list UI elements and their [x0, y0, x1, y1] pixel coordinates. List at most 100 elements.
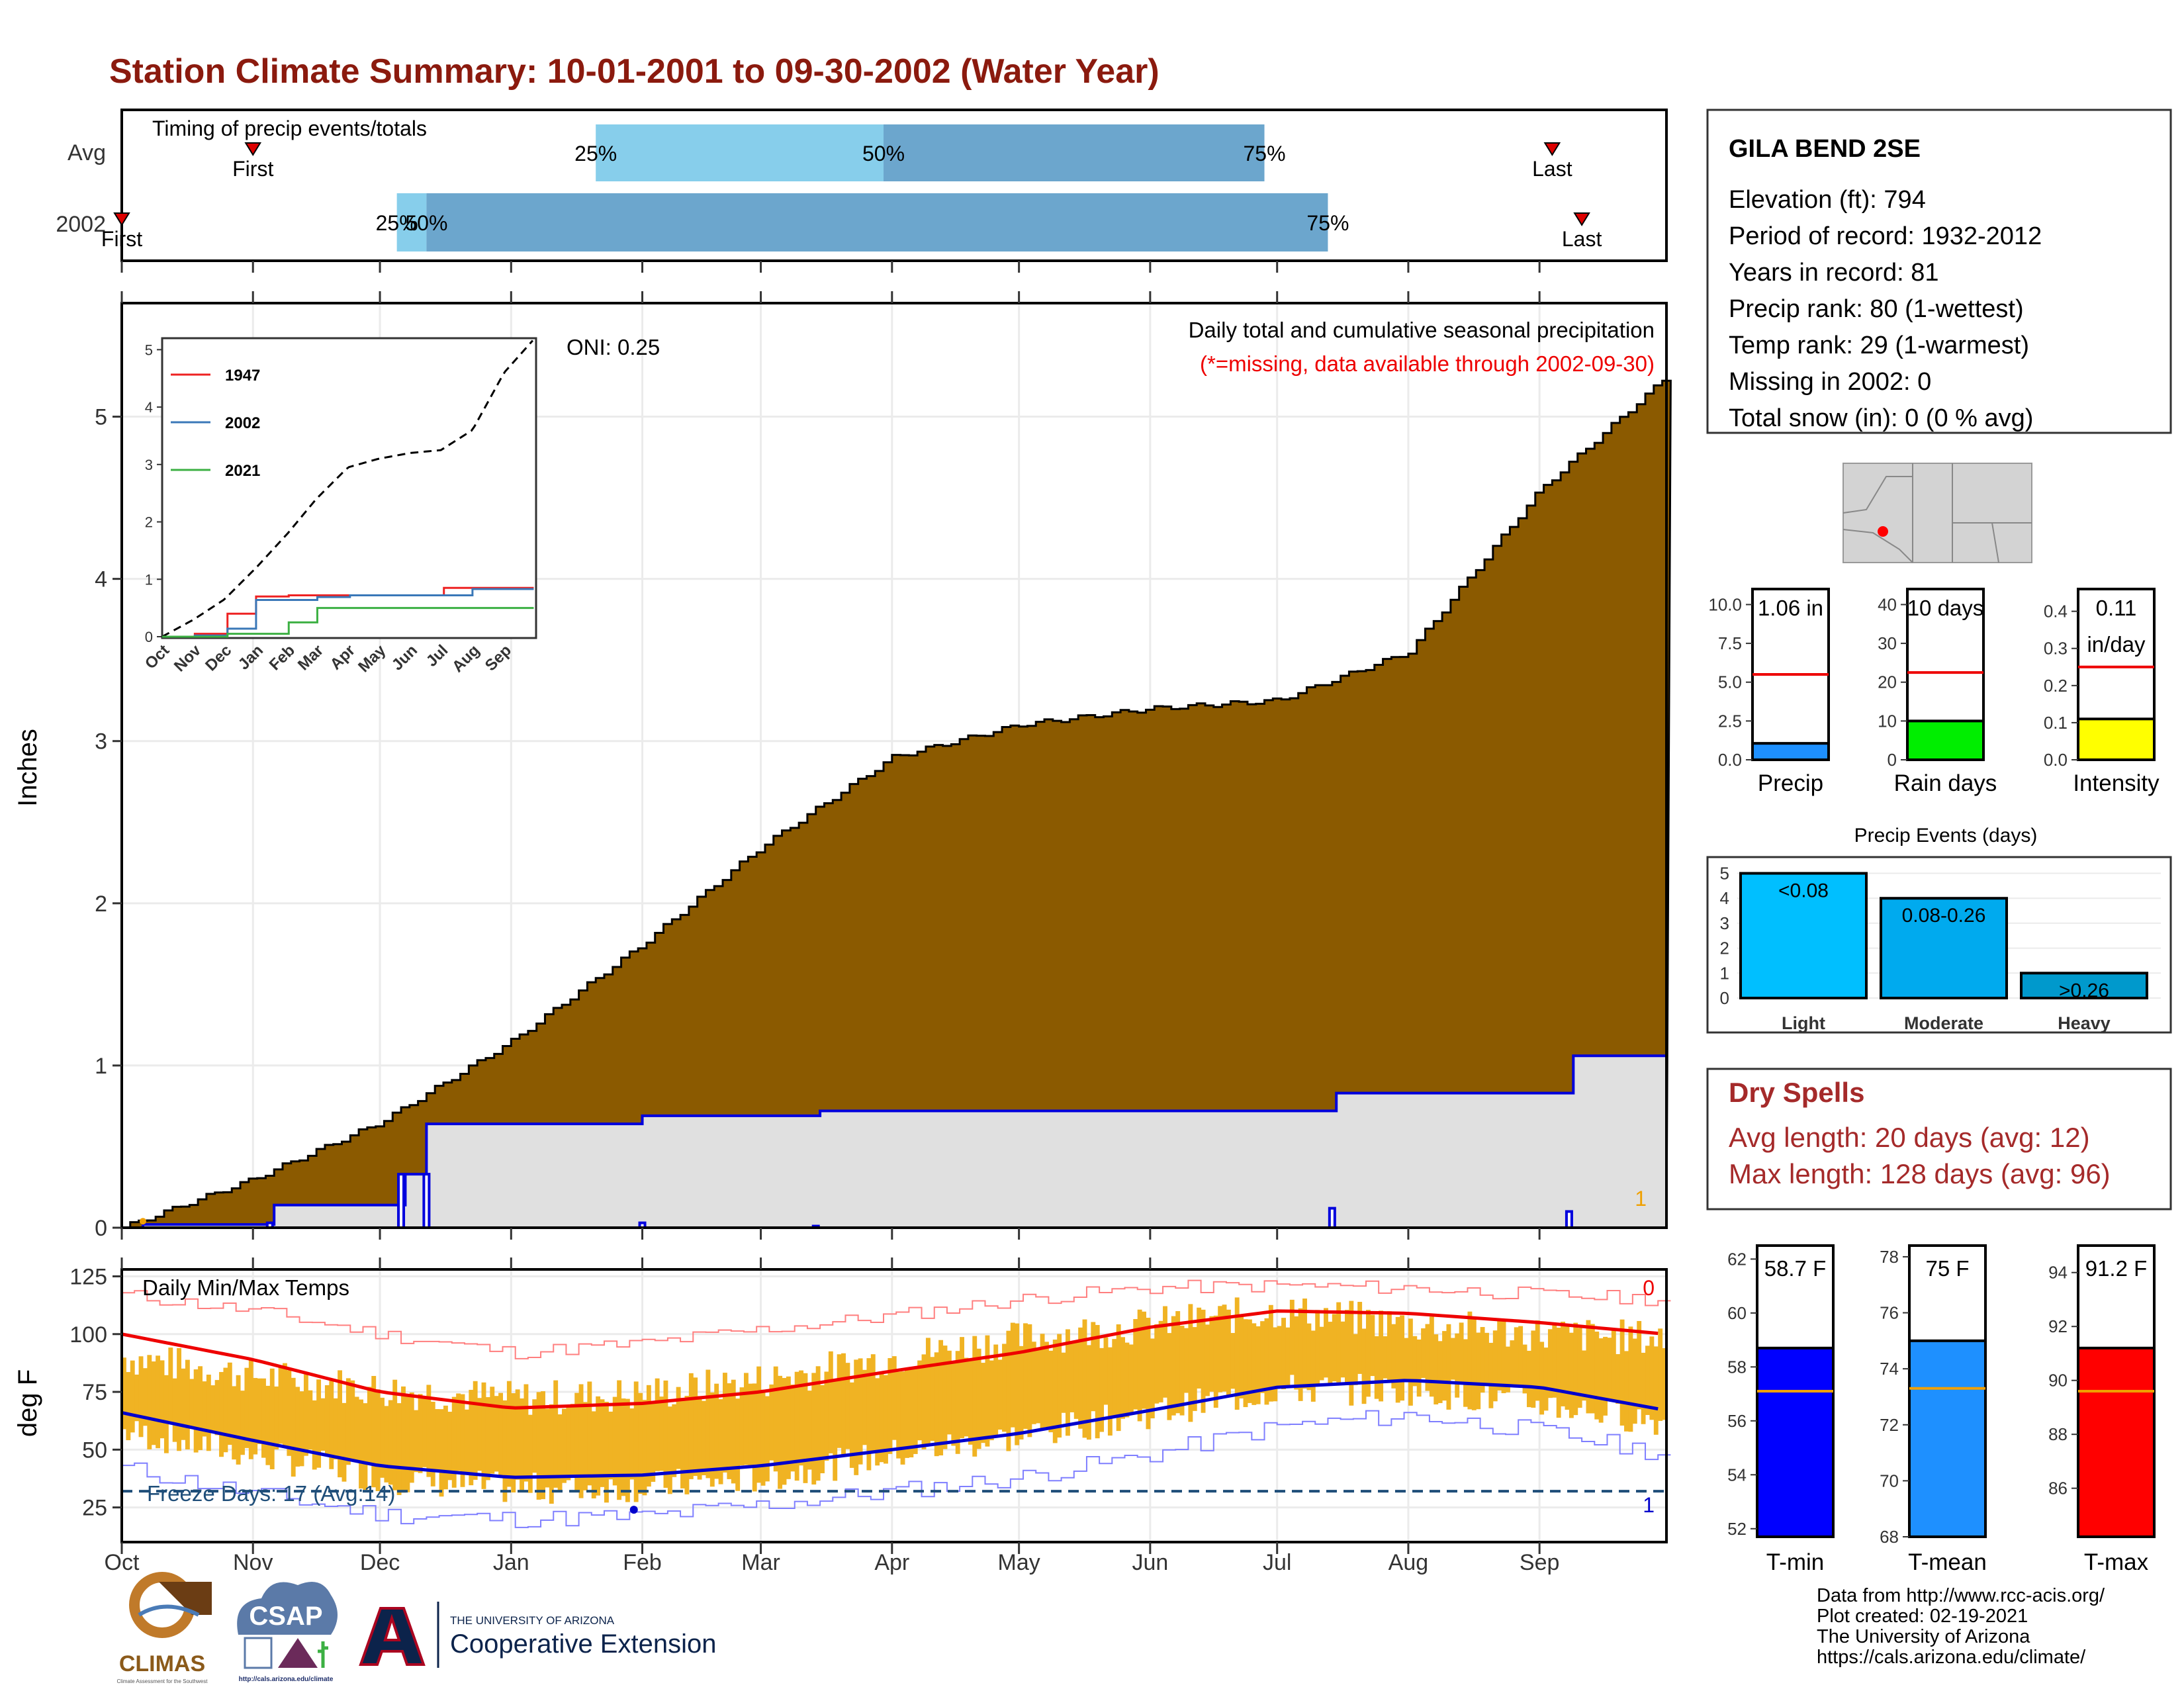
- timing-avg-p75-label: 75%: [1243, 142, 1285, 165]
- record-max-line: [122, 1279, 1671, 1359]
- temp-daily-bar-210: [1010, 1322, 1015, 1428]
- temp-daily-bar-195: [946, 1350, 952, 1435]
- precip-ytick-label-2: 2: [95, 891, 107, 917]
- temp-daily-bar-10: [163, 1375, 169, 1453]
- temp-daily-bar-79: [456, 1393, 461, 1471]
- temp-daily-bar-62: [384, 1406, 389, 1483]
- temp-daily-bar-21: [210, 1385, 216, 1434]
- temp-daily-bar-0: [122, 1357, 126, 1430]
- temp-daily-bar-27: [236, 1375, 241, 1465]
- inset-line-2002: [162, 588, 534, 638]
- precip-ytick-label-0: 0: [95, 1216, 107, 1241]
- temp-daily-bar-327: [1506, 1346, 1510, 1393]
- precip-y-axis: 0 1 2 3 4 5: [95, 405, 122, 1241]
- temp-daily-bar-293: [1361, 1328, 1367, 1404]
- temp-daily-bar-14: [181, 1368, 186, 1440]
- gauge-t-mean-tick-label-76: 76: [1880, 1303, 1899, 1323]
- temp-daily-bar-307: [1421, 1328, 1426, 1378]
- ua-small-text: THE UNIVERSITY OF ARIZONA: [450, 1614, 615, 1627]
- temp-daily-bar-352: [1611, 1328, 1616, 1400]
- temp-daily-bar-284: [1324, 1308, 1328, 1378]
- precip-gauges: 1.06 in 0.0 2.5 5.0 7.5 10.0 Precip 10 days 0 10 2…: [1708, 588, 2160, 796]
- temp-daily-bar-361: [1649, 1336, 1655, 1420]
- temp-daily-bar-83: [473, 1381, 478, 1480]
- temp-daily-bar-180: [884, 1375, 888, 1464]
- inset-ytick-label-1: 1: [145, 571, 153, 588]
- precip-corner-count: 1: [1635, 1187, 1647, 1211]
- gauge-intensity-tick-label-0.4: 0.4: [2044, 602, 2068, 621]
- month-tick-label-aug: Aug: [1388, 1550, 1429, 1575]
- temp-daily-bar-364: [1662, 1348, 1667, 1420]
- gauge-t-min-tick-label-62: 62: [1727, 1249, 1747, 1269]
- temp-daily-bar-114: [604, 1402, 609, 1503]
- temp-daily-bar-335: [1539, 1342, 1545, 1415]
- events-bar-moderate: [1880, 897, 2008, 999]
- temp-daily-bar-184: [900, 1371, 905, 1465]
- temp-panel: 25 50 75 100 125 deg F Daily Min/Max Temps F…: [13, 1264, 1671, 1543]
- gauge-rain-days-label: Rain days: [1894, 770, 1997, 796]
- temp-frame: [120, 1268, 1668, 1543]
- events-category-heavy: Heavy: [2058, 1013, 2111, 1033]
- temp-daily-bar-174: [858, 1358, 863, 1465]
- temp-daily-bar-282: [1315, 1310, 1320, 1385]
- gauge-t-max-tick-label-92: 92: [2048, 1316, 2068, 1336]
- month-tick-label-mar: Mar: [741, 1550, 780, 1575]
- temp-daily-bar-117: [617, 1380, 622, 1500]
- temp-daily-bar-143: [727, 1383, 732, 1479]
- temp-daily-bar-42: [299, 1391, 304, 1467]
- temp-daily-bar-145: [735, 1398, 741, 1491]
- temp-daily-bar-226: [1078, 1327, 1083, 1429]
- oni-label: ONI: 0.25: [567, 335, 660, 359]
- timing-2002-bar-50-75: [426, 193, 1328, 251]
- temp-daily-bar-35: [269, 1368, 275, 1469]
- temp-daily-bar-237: [1124, 1342, 1130, 1418]
- timing-2002-first-marker: [113, 212, 130, 226]
- climas-logo: CLIMAS Climate Assessment for the Southw…: [117, 1572, 212, 1684]
- temp-daily-bar-166: [824, 1371, 829, 1461]
- temp-daily-bar-350: [1603, 1336, 1608, 1416]
- temp-daily-bar-190: [925, 1338, 931, 1444]
- timing-2002-bar-25-50: [396, 193, 427, 251]
- temp-daily-bar-41: [295, 1387, 300, 1467]
- temp-daily-bar-18: [198, 1366, 203, 1450]
- ua-logo: THE UNIVERSITY OF ARIZONA Cooperative Ex…: [359, 1602, 716, 1668]
- csap-logo: CSAP http://cals.arizona.edu/climate: [237, 1582, 338, 1683]
- temp-content: [121, 1279, 1671, 1528]
- temp-daily-bar-46: [316, 1379, 322, 1468]
- temp-daily-bar-160: [799, 1370, 804, 1466]
- gauge-t-mean-tick-label-68: 68: [1880, 1527, 1899, 1547]
- temp-daily-bar-228: [1086, 1345, 1091, 1440]
- events-bar-light: [1739, 872, 1868, 999]
- temp-daily-bar-219: [1048, 1350, 1054, 1433]
- temp-daily-bar-300: [1391, 1324, 1396, 1389]
- temp-daily-bar-225: [1073, 1342, 1079, 1419]
- month-x-axis: Oct Nov Dec Jan Feb Mar Apr May Jun Jul Aug Sep: [105, 261, 1560, 1575]
- temp-daily-bar-212: [1019, 1346, 1024, 1440]
- temp-daily-bar-201: [972, 1336, 978, 1457]
- gauge-t-min-tick-label-60: 60: [1727, 1303, 1747, 1323]
- temp-daily-bar-243: [1150, 1338, 1155, 1419]
- temp-daily-bar-188: [917, 1360, 923, 1441]
- inset-avg-line: [161, 340, 534, 638]
- temp-daily-bar-333: [1531, 1330, 1536, 1408]
- temp-daily-bar-298: [1383, 1336, 1388, 1379]
- gauge-intensity-tick-label-0.0: 0.0: [2044, 750, 2068, 770]
- gauge-t-mean-value: 75 F: [1925, 1256, 1969, 1281]
- gauge-t-mean-label: T-mean: [1908, 1549, 1987, 1575]
- temp-daily-bar-314: [1450, 1338, 1455, 1380]
- map-state-borders: [1843, 463, 2032, 563]
- temp-daily-bar-296: [1374, 1336, 1379, 1399]
- timing-2002-last-marker: [1573, 212, 1590, 226]
- temp-daily-bar-119: [625, 1398, 630, 1502]
- temp-daily-bar-336: [1543, 1348, 1549, 1411]
- temp-daily-bar-71: [422, 1398, 427, 1467]
- temp-daily-bar-162: [807, 1391, 812, 1470]
- gauge-t-max-tick-label-90: 90: [2048, 1371, 2068, 1391]
- temp-daily-bar-167: [828, 1351, 833, 1453]
- month-tick-label-sep: Sep: [1520, 1550, 1560, 1575]
- temp-daily-bar-154: [773, 1366, 778, 1472]
- temp-daily-bar-115: [608, 1411, 614, 1480]
- temp-daily-bar-281: [1310, 1330, 1316, 1402]
- temp-daily-bar-102: [553, 1380, 559, 1488]
